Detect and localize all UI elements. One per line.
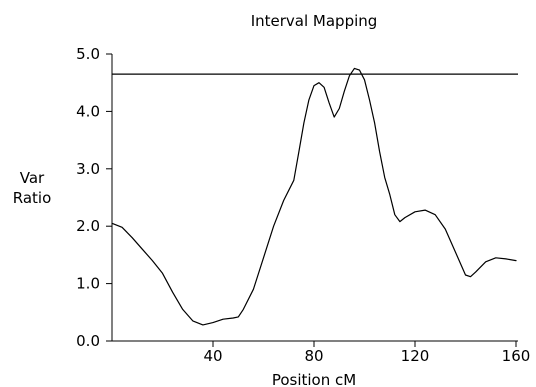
y-tick-label: 3.0 <box>76 160 100 178</box>
y-axis-title-line-1: Var <box>20 169 45 187</box>
y-tick-label: 0.0 <box>76 332 100 350</box>
y-tick-label: 2.0 <box>76 217 100 235</box>
x-axis-title: Position cM <box>272 371 356 387</box>
y-tick-label: 5.0 <box>76 45 100 63</box>
y-axis-title-line-2: Ratio <box>13 189 52 207</box>
y-axis-ticks: 0.0 1.0 2.0 3.0 4.0 5.0 <box>76 45 112 350</box>
series-line-interval-mapping <box>111 67 517 326</box>
x-tick-label: 80 <box>304 347 323 365</box>
chart-title: Interval Mapping <box>251 12 378 30</box>
x-tick-label: 40 <box>203 347 222 365</box>
x-tick-label: 120 <box>401 347 430 365</box>
y-tick-label: 1.0 <box>76 275 100 293</box>
x-tick-label: 160 <box>502 347 531 365</box>
x-axis-ticks: 40 80 120 160 <box>203 341 530 365</box>
y-tick-label: 4.0 <box>76 102 100 120</box>
